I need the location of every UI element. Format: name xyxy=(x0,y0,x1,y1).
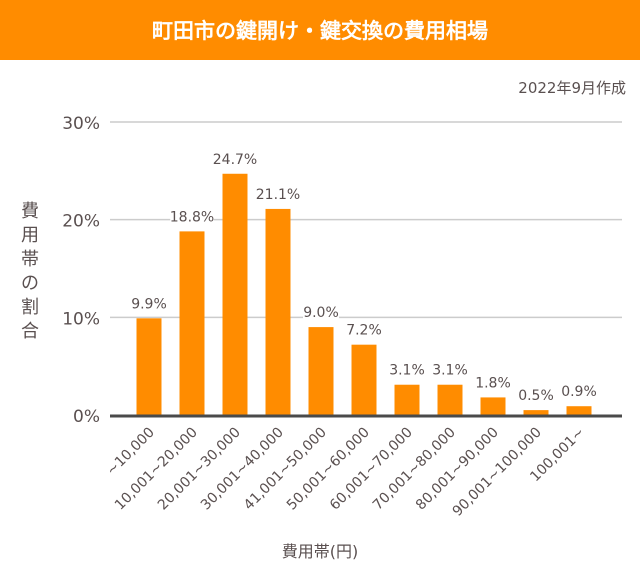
bar xyxy=(308,327,334,415)
bar xyxy=(179,231,205,415)
bar xyxy=(351,344,377,415)
data-label-bg xyxy=(213,148,257,167)
y-tick-label: 0% xyxy=(73,407,100,427)
bar xyxy=(566,406,592,415)
bar xyxy=(394,384,420,415)
data-label: 9.0% xyxy=(303,305,339,321)
bar xyxy=(136,318,162,415)
y-tick-label: 20% xyxy=(62,212,100,232)
data-label: 0.5% xyxy=(518,388,554,404)
data-label: 1.8% xyxy=(475,375,511,391)
data-label: 24.7% xyxy=(213,152,257,168)
bar xyxy=(265,208,291,415)
data-label-bg xyxy=(432,359,468,378)
data-label: 21.1% xyxy=(256,187,300,203)
data-label-bg xyxy=(389,359,425,378)
data-label: 9.9% xyxy=(131,296,167,312)
data-label-bg xyxy=(256,183,300,202)
bar xyxy=(437,384,463,415)
data-label-bg xyxy=(303,302,339,321)
bar xyxy=(222,173,248,415)
y-tick-label: 30% xyxy=(62,114,100,134)
data-label-bg xyxy=(518,385,554,404)
y-axis-label: 費用帯の割合 xyxy=(21,201,39,342)
data-label: 0.9% xyxy=(561,384,597,400)
bar xyxy=(523,410,549,415)
data-label-bg xyxy=(346,319,382,338)
x-axis-label: 費用帯(円) xyxy=(281,542,359,561)
creation-date: 2022年9月作成 xyxy=(518,79,626,97)
bar xyxy=(480,397,506,415)
chart-title: 町田市の鍵開け・鍵交換の費用相場 xyxy=(0,0,640,60)
data-label-bg xyxy=(561,381,597,400)
y-tick-label: 10% xyxy=(62,309,100,329)
data-label-bg xyxy=(475,372,511,391)
data-label-bg xyxy=(170,206,214,225)
data-label: 7.2% xyxy=(346,323,382,339)
data-label: 3.1% xyxy=(389,363,425,379)
data-label: 3.1% xyxy=(432,363,468,379)
data-label-bg xyxy=(131,293,167,312)
data-label: 18.8% xyxy=(170,209,214,225)
